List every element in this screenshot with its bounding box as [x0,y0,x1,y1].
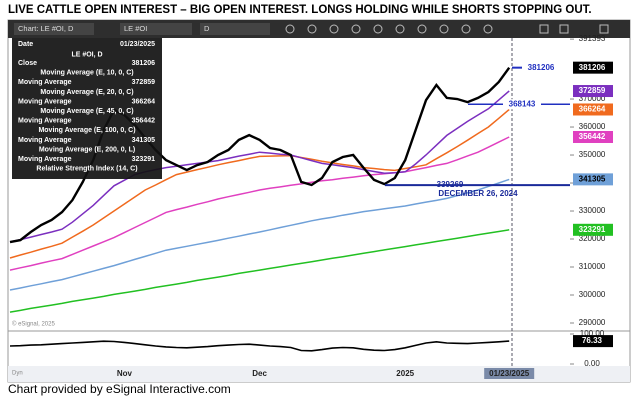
value-box-label: 356442 [579,132,606,141]
x-tick-label: 01/23/2025 [489,369,530,378]
legend-date: 01/23/2025 [120,41,155,48]
y-tick-label: 370000 [579,94,606,103]
legend-name: Relative Strength Index (14, C) [36,166,137,173]
series-line [9,136,510,271]
toolbar-icons [285,24,609,34]
toolbar-symbol[interactable]: LE #OI [124,24,147,33]
value-box [573,85,613,98]
legend-date-label: Date [18,41,33,48]
y-tick-label: 310000 [579,262,606,271]
page-title: LIVE CATTLE OPEN INTEREST – BIG OPEN INT… [8,4,592,16]
y-tick-label: 391393 [579,34,606,43]
value-box-label: 341305 [579,174,606,183]
toolbar-interval[interactable]: D [204,24,210,33]
legend-caption: Moving Average [18,98,72,105]
legend-caption: Moving Average [18,156,72,163]
value-box [573,335,613,348]
legend-value: 372859 [132,79,155,86]
mode-label: Dyn [12,371,23,377]
legend-value: 323291 [132,156,155,163]
y-tick-label: 290000 [579,318,606,327]
legend-name: Moving Average (E, 10, 0, C) [40,70,133,77]
level-note: DECEMBER 26, 2024 [438,189,518,198]
legend [12,38,162,179]
value-box [573,130,613,143]
legend-value: 381206 [132,60,155,67]
series-line [9,178,510,291]
level-label: 339269 [437,180,464,189]
x-tick-label: Dec [252,369,267,378]
y-tick-label: 350000 [579,150,606,159]
legend-name: Close [18,60,37,67]
value-box-label: 366264 [579,105,606,114]
value-box [573,103,613,116]
series-line [9,108,510,259]
footer: Chart provided by eSignal Interactive.co… [8,382,231,396]
value-box [573,61,613,74]
legend-caption: Moving Average [18,79,72,86]
series-line [9,90,510,243]
level-label-bg [503,99,541,110]
legend-symbol: LE #OI, D [71,51,102,58]
legend-caption: Moving Average [18,118,72,125]
value-box-label: 372859 [579,86,606,95]
toolbar-field [200,23,270,35]
legend-value: 356442 [132,118,155,125]
toolbar [8,20,630,38]
value-box-label: 76.33 [582,336,603,345]
value-box-label: 381206 [579,63,606,72]
time-axis [8,366,630,382]
cursor-date-box [484,368,535,379]
legend-name: Moving Average (E, 45, 0, C) [40,108,133,115]
legend-value: 341305 [132,137,155,144]
toolbar-field [14,23,94,35]
value-box [573,173,613,186]
value-box-label: 323291 [579,225,606,234]
value-box [573,223,613,236]
legend-value: 366264 [132,98,155,105]
y-tick-label: 100.00 [580,329,605,338]
rsi-line [9,340,510,352]
y-tick-label: 320000 [579,234,606,243]
legend-name: Moving Average (E, 20, 0, C) [40,89,133,96]
level-label: 368143 [509,99,536,108]
legend-name: Moving Average (E, 100, 0, C) [38,127,135,134]
x-tick-label: Nov [117,369,133,378]
watermark: © eSignal, 2025 [12,321,55,328]
y-tick-label: 330000 [579,206,606,215]
legend-caption: Moving Average [18,137,72,144]
legend-name: Moving Average (E, 200, 0, L) [39,146,135,153]
toolbar-field [120,23,192,35]
y-tick-label: 0.00 [584,359,600,368]
level-label: 381206 [528,63,555,72]
y-tick-label: 360000 [579,122,606,131]
series-line [9,229,510,313]
y-tick-label: 300000 [579,290,606,299]
toolbar-chart[interactable]: Chart: LE #OI, D [18,24,74,33]
x-tick-label: 2025 [396,369,414,378]
